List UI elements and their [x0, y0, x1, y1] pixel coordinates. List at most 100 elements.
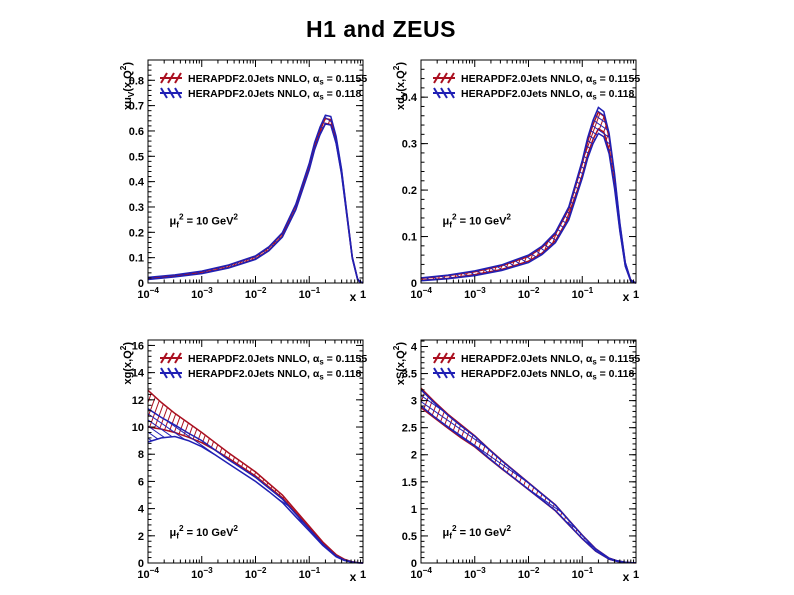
y-axis-label: xS(x,Q2): [392, 342, 407, 385]
svg-text:2: 2: [411, 450, 417, 462]
curve-alphas-0.1155-upper: [420, 387, 637, 564]
svg-text:10−3: 10−3: [464, 566, 486, 581]
bands: [420, 387, 637, 564]
curve-alphas-0.118-lower: [420, 132, 637, 284]
curve-alphas-0.118-lower: [147, 435, 364, 564]
svg-text:10−2: 10−2: [245, 566, 267, 581]
band-alphas-0.118: [148, 115, 363, 283]
svg-text:0.2: 0.2: [129, 227, 144, 239]
svg-text:10−3: 10−3: [191, 566, 213, 581]
legend-label: HERAPDF2.0Jets NNLO, αs = 0.1155: [188, 73, 367, 87]
hatch-back-icon: [160, 87, 182, 99]
svg-text:10−2: 10−2: [245, 286, 267, 301]
svg-text:10−4: 10−4: [410, 566, 432, 581]
x-axis-label: x: [623, 290, 630, 304]
svg-text:0.2: 0.2: [402, 185, 417, 197]
svg-text:0.4: 0.4: [129, 177, 145, 189]
svg-text:1: 1: [411, 504, 417, 516]
legend-label: HERAPDF2.0Jets NNLO, αs = 0.118: [461, 88, 635, 102]
svg-text:0.3: 0.3: [402, 139, 417, 151]
panel-xg: 10−4 10−3 10−2 10−1 1 0 2 4 6 8 10 12 14 16 xg(x,Q2) x H…: [88, 326, 388, 595]
svg-text:10−1: 10−1: [572, 566, 594, 581]
xuv-plot: 10−4 10−3 10−2 10−1 1 0 0.1 0.2 0.3 0.4 0.5 0.6 0.7 0…: [119, 59, 367, 304]
svg-text:0.1: 0.1: [129, 253, 144, 265]
legend: HERAPDF2.0Jets NNLO, αs = 0.1155HERAPDF2…: [160, 72, 367, 102]
panel-xuv: 10−4 10−3 10−2 10−1 1 0 0.1 0.2 0.3 0.4 0.5 0.6 0.7 0…: [88, 46, 388, 316]
svg-text:3.5: 3.5: [402, 369, 417, 381]
legend-entry-alphas-0.118: HERAPDF2.0Jets NNLO, αs = 0.118: [433, 367, 635, 382]
curve-alphas-0.1155-lower: [147, 426, 364, 564]
legend-label: HERAPDF2.0Jets NNLO, αs = 0.118: [461, 368, 635, 382]
svg-text:10−4: 10−4: [137, 286, 159, 301]
panel-xs-sea: 10−4 10−3 10−2 10−1 1 0 0.5 1 1.5 2 2.5 3 3.5 4 xS(x,Q…: [361, 326, 661, 595]
svg-text:12: 12: [132, 395, 144, 407]
figure-title: H1 and ZEUS: [306, 16, 456, 42]
band-alphas-0.118: [421, 107, 636, 284]
band-alphas-0.1155: [421, 388, 636, 563]
axes: 10−4 10−3 10−2 10−1 1 0 0.1 0.2 0.3 0.4 0.5 0.6 0.7 0…: [129, 59, 366, 301]
bands: [147, 389, 364, 564]
x-axis-label: x: [623, 570, 630, 584]
scale-annotation: μf2 = 10 GeV2: [443, 213, 512, 230]
svg-text:10: 10: [132, 422, 144, 434]
y-axis-label: xuV(x,Q2): [119, 62, 136, 110]
bands: [147, 114, 364, 284]
svg-text:1: 1: [633, 569, 639, 581]
svg-text:4: 4: [138, 504, 145, 516]
y-axis-label: xg(x,Q2): [119, 342, 134, 385]
svg-text:0.5: 0.5: [129, 151, 144, 163]
svg-text:14: 14: [132, 368, 145, 380]
svg-text:0: 0: [138, 278, 144, 290]
legend: HERAPDF2.0Jets NNLO, αs = 0.1155HERAPDF2…: [433, 352, 640, 382]
svg-text:10−3: 10−3: [464, 286, 486, 301]
svg-text:3: 3: [411, 396, 417, 408]
curve-alphas-0.118-lower: [420, 405, 637, 564]
hatch-back-icon: [160, 367, 182, 379]
svg-text:6: 6: [138, 476, 144, 488]
svg-text:0: 0: [411, 558, 417, 570]
axes: 10−4 10−3 10−2 10−1 1 0 0.5 1 1.5 2 2.5 3 3.5 4: [402, 339, 639, 581]
legend-entry-alphas-0.118: HERAPDF2.0Jets NNLO, αs = 0.118: [160, 87, 362, 102]
svg-text:10−2: 10−2: [518, 286, 540, 301]
legend-label: HERAPDF2.0Jets NNLO, αs = 0.1155: [461, 353, 640, 367]
svg-text:1: 1: [360, 569, 366, 581]
hatch-fwd-icon: [160, 352, 182, 364]
hatch-fwd-icon: [433, 72, 455, 84]
svg-text:0.3: 0.3: [129, 202, 144, 214]
curve-alphas-0.118-upper: [420, 389, 637, 564]
legend-entry-alphas-0.1155: HERAPDF2.0Jets NNLO, αs = 0.1155: [433, 72, 640, 87]
curve-alphas-0.118-lower: [147, 123, 364, 284]
svg-text:4: 4: [411, 341, 418, 353]
svg-text:0.6: 0.6: [129, 126, 144, 138]
hatch-back-icon: [433, 87, 455, 99]
band-alphas-0.118: [421, 389, 636, 563]
svg-text:16: 16: [132, 340, 144, 352]
svg-text:10−3: 10−3: [191, 286, 213, 301]
legend-label: HERAPDF2.0Jets NNLO, αs = 0.1155: [461, 73, 640, 87]
legend-label: HERAPDF2.0Jets NNLO, αs = 0.118: [188, 88, 362, 102]
svg-text:0.5: 0.5: [402, 531, 417, 543]
svg-text:0: 0: [411, 278, 417, 290]
legend-entry-alphas-0.118: HERAPDF2.0Jets NNLO, αs = 0.118: [433, 87, 635, 102]
x-axis-label: x: [350, 570, 357, 584]
scale-annotation: μf2 = 10 GeV2: [170, 213, 239, 230]
xg-plot: 10−4 10−3 10−2 10−1 10246810121416xg(x,Q2)xH…: [119, 339, 367, 584]
svg-text:2: 2: [138, 531, 144, 543]
legend: HERAPDF2.0Jets NNLO, αs = 0.1155HERAPDF2…: [433, 72, 640, 102]
legend-entry-alphas-0.1155: HERAPDF2.0Jets NNLO, αs = 0.1155: [160, 72, 367, 87]
legend-entry-alphas-0.118: HERAPDF2.0Jets NNLO, αs = 0.118: [160, 367, 362, 382]
svg-text:0.1: 0.1: [402, 232, 417, 244]
svg-text:1.5: 1.5: [402, 477, 417, 489]
svg-text:8: 8: [138, 449, 144, 461]
y-axis-label: xdV(x,Q2): [392, 62, 409, 110]
panel-xdv: 10−4 10−3 10−2 10−1 1 0 0.1 0.2 0.3 0.4 xdV(x,Q2) x…: [361, 46, 661, 316]
svg-text:10−1: 10−1: [299, 286, 321, 301]
scale-annotation: μf2 = 10 GeV2: [170, 524, 239, 541]
svg-text:0.7: 0.7: [129, 101, 144, 113]
svg-text:10−4: 10−4: [410, 286, 432, 301]
legend-label: HERAPDF2.0Jets NNLO, αs = 0.1155: [188, 353, 367, 367]
legend-label: HERAPDF2.0Jets NNLO, αs = 0.118: [188, 368, 362, 382]
